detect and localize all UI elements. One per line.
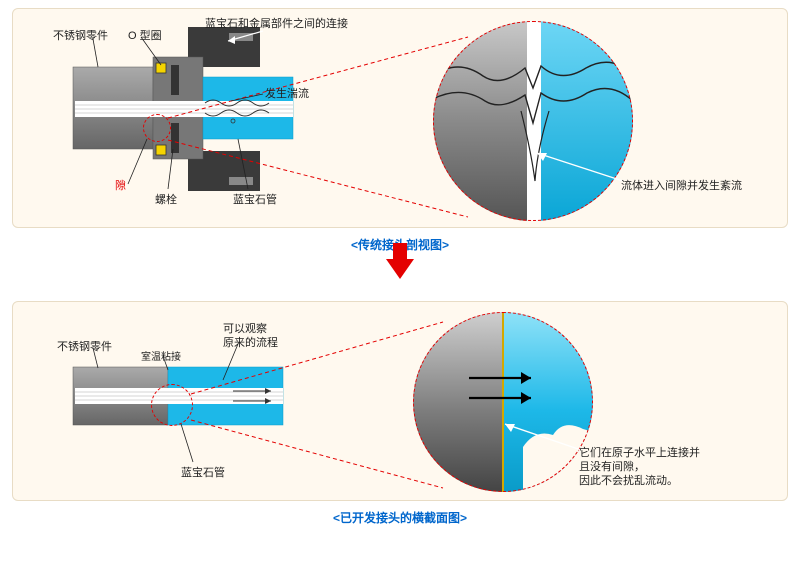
diagram-conventional-assembly [33,19,333,219]
label-sapphire-tube-bottom: 蓝宝石管 [181,464,225,480]
label-stainless-top: 不锈钢零件 [53,27,108,43]
label-turbulence: 发生湍流 [265,85,309,101]
arrow-container [0,259,800,293]
label-bolt: 螺栓 [155,191,177,207]
label-stainless-bottom: 不锈钢零件 [57,338,112,354]
label-observe2: 原来的流程 [223,334,278,350]
panel-conventional: 不锈钢零件 O 型圈 蓝宝石和金属部件之间的连接 发生湍流 隙 螺栓 蓝宝石管 … [12,8,788,228]
label-bonding: 室温粘接 [141,348,181,363]
label-sapphire-tube-top: 蓝宝石管 [233,191,277,207]
label-gap: 隙 [115,177,126,193]
panel-developed: 不锈钢零件 室温粘接 可以观察 原来的流程 蓝宝石管 它们在原子水平上连接并 且… [12,301,788,501]
dashed-small-circle-bottom [151,384,193,426]
label-oring: O 型圈 [128,27,162,43]
dashed-small-circle-top [143,114,171,142]
label-turbulence-desc: 流体进入间隙并发生紊流 [621,177,742,193]
label-atomic-desc3: 因此不会扰乱流动。 [579,472,678,488]
arrow-down-icon [386,259,414,279]
label-sapphire-metal-joint: 蓝宝石和金属部件之间的连接 [205,15,348,31]
caption-bottom: <已开发接头的横截面图> [0,509,800,526]
